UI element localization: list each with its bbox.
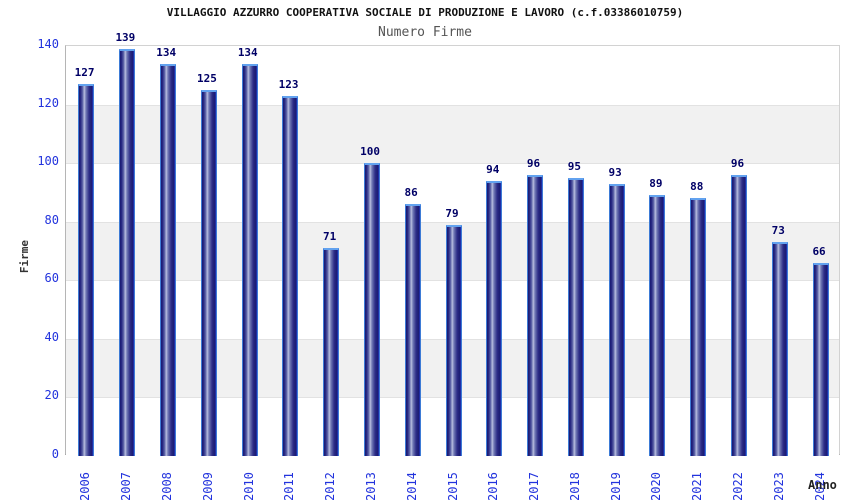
x-tick-label: 2009 (200, 472, 215, 500)
y-tick-label: 80 (44, 212, 59, 227)
x-tick-label: 2021 (690, 472, 705, 500)
bar-value-label: 71 (322, 230, 337, 244)
x-tick-label: 2011 (282, 472, 297, 500)
bar-value-label: 123 (278, 77, 299, 91)
y-tick-label: 100 (37, 154, 59, 169)
bar-value-label: 96 (730, 156, 745, 170)
bar-value-label: 139 (115, 30, 136, 44)
bar (527, 174, 544, 456)
y-axis-label: Firme (18, 239, 32, 274)
plot-area (65, 45, 840, 456)
chart-title: VILLAGGIO AZZURRO COOPERATIVA SOCIALE DI… (166, 6, 684, 19)
grid-band (66, 104, 839, 164)
y-tick-label: 120 (37, 95, 59, 110)
gridline (66, 221, 839, 223)
x-tick-label: 2015 (445, 472, 460, 500)
bar (363, 163, 380, 456)
bar-value-label: 95 (567, 159, 581, 173)
bar (323, 248, 340, 456)
grid-band (66, 163, 839, 222)
bar-value-label: 86 (404, 186, 418, 200)
x-tick-label: 2012 (323, 472, 338, 500)
x-tick-label: 2013 (363, 472, 378, 500)
bar (78, 84, 95, 456)
x-tick-label: 2016 (486, 472, 501, 500)
bar-value-label: 134 (156, 45, 177, 59)
bar (119, 48, 136, 456)
bar (812, 262, 829, 456)
bar (486, 180, 503, 456)
bar (241, 63, 258, 456)
y-tick-label: 20 (44, 388, 59, 403)
bar-value-label: 88 (690, 180, 704, 194)
bar-value-label: 94 (486, 162, 500, 176)
chart-subtitle: Numero Firme (378, 25, 472, 40)
x-tick-label: 2017 (527, 472, 542, 500)
x-tick-label: 2019 (608, 472, 623, 500)
bar (445, 224, 462, 456)
bar (200, 89, 217, 456)
bar-value-label: 100 (360, 145, 381, 159)
bar (567, 177, 584, 456)
x-axis-label: Anno (808, 478, 837, 492)
x-tick-label: 2007 (119, 472, 134, 500)
bar-value-label: 134 (237, 45, 258, 59)
bar (649, 195, 666, 456)
x-tick-label: 2008 (159, 472, 174, 500)
bar (404, 204, 421, 456)
bar-value-label: 79 (445, 206, 459, 220)
bar-value-label: 93 (608, 165, 622, 179)
bar (282, 95, 299, 456)
x-tick-label: 2020 (649, 472, 664, 500)
x-tick-label: 2006 (78, 472, 93, 500)
x-tick-label: 2014 (404, 472, 419, 500)
y-tick-label: 0 (51, 447, 59, 461)
gridline (66, 104, 839, 106)
gridline (66, 163, 839, 165)
bar-value-label: 96 (526, 156, 541, 170)
y-tick-label: 140 (37, 37, 59, 51)
x-tick-label: 2018 (567, 472, 582, 500)
bar-value-label: 66 (812, 244, 826, 258)
bar (159, 63, 176, 456)
bar-value-label: 89 (649, 177, 663, 191)
y-tick-label: 60 (44, 271, 59, 286)
bar (608, 183, 625, 456)
bar (771, 242, 788, 456)
bar (690, 198, 707, 456)
x-tick-label: 2022 (731, 472, 746, 500)
x-tick-label: 2023 (771, 472, 786, 500)
grid-band (66, 46, 839, 105)
bar (731, 174, 748, 456)
bar-value-label: 127 (74, 66, 95, 80)
x-tick-label: 2010 (241, 472, 256, 500)
bar-value-label: 73 (771, 224, 785, 238)
bar-value-label: 125 (197, 71, 217, 85)
y-tick-label: 40 (44, 329, 59, 344)
